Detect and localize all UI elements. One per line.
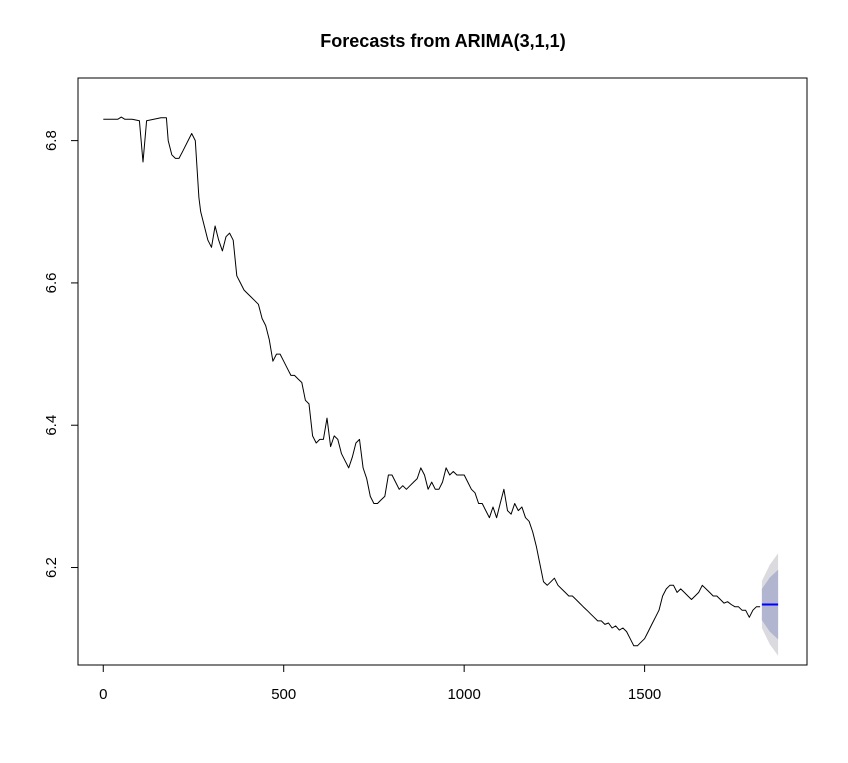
y-tick-label: 6.4	[43, 415, 60, 436]
x-tick-label: 1500	[628, 686, 661, 703]
plot-frame	[77, 77, 808, 666]
y-tick-label: 6.2	[43, 557, 60, 578]
y-tick-label: 6.6	[43, 272, 60, 293]
x-tick-label: 1000	[447, 686, 480, 703]
x-axis: 0 500 1000 1500	[99, 664, 661, 703]
x-tick-label: 500	[271, 686, 296, 703]
y-tick-label: 6.8	[43, 130, 60, 151]
x-tick-label: 0	[99, 686, 107, 703]
chart-title: Forecasts from ARIMA(3,1,1)	[320, 31, 565, 51]
observed-series-line	[103, 116, 761, 647]
y-axis: 6.2 6.4 6.6 6.8	[43, 130, 79, 578]
plot-area	[103, 116, 779, 656]
